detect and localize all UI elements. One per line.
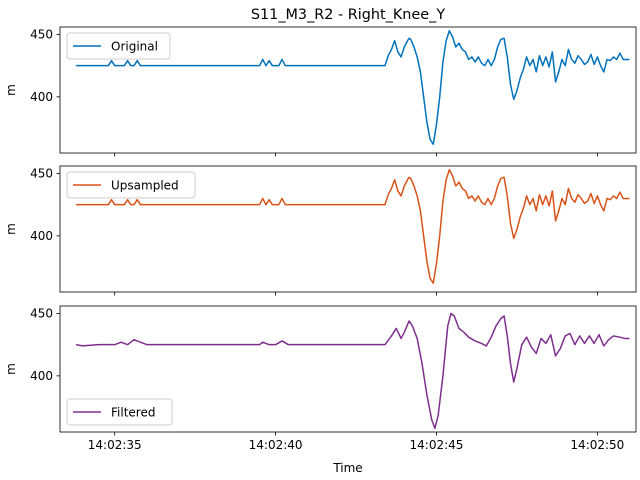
panel-filtered: 400 450 m Filtered xyxy=(4,305,637,436)
y-tick-label: 450 xyxy=(30,306,53,320)
legend: Original xyxy=(66,32,171,60)
panel-original: 400 450 m Original xyxy=(4,26,637,157)
axes-frame xyxy=(59,305,637,433)
y-tick-label: 400 xyxy=(30,369,53,383)
x-axis-label: Time xyxy=(332,461,362,475)
legend-label: Filtered xyxy=(111,406,155,420)
x-tick-label: 14:02:50 xyxy=(570,438,624,452)
panels: 400 450 m Original 400 450 m Upsampled 400 450 m Fi… xyxy=(4,26,637,436)
x-tick-label: 14:02:45 xyxy=(410,438,464,452)
legend: Filtered xyxy=(66,398,173,426)
axes-frame xyxy=(59,165,637,293)
x-tick-label: 14:02:35 xyxy=(88,438,142,452)
y-tick-label: 450 xyxy=(30,166,53,180)
panel-upsampled: 400 450 m Upsampled xyxy=(4,165,637,296)
y-axis-label: m xyxy=(4,84,18,96)
y-tick-label: 400 xyxy=(30,229,53,243)
axes-frame xyxy=(59,26,637,154)
series-line-original xyxy=(76,29,630,146)
series-line-upsampled xyxy=(76,168,630,285)
chart-title: S11_M3_R2 - Right_Knee_Y xyxy=(251,7,445,23)
x-tick-label: 14:02:40 xyxy=(249,438,303,452)
y-axis-label: m xyxy=(4,363,18,375)
legend-label: Original xyxy=(111,40,158,54)
y-tick-label: 450 xyxy=(30,27,53,41)
legend-label: Upsampled xyxy=(111,179,179,193)
legend-box xyxy=(66,32,171,60)
x-ticks: 14:02:35 14:02:40 14:02:45 14:02:50 xyxy=(88,438,625,452)
series-line-filtered xyxy=(75,312,630,430)
y-axis-label: m xyxy=(4,223,18,235)
legend: Upsampled xyxy=(66,171,196,199)
legend-box xyxy=(66,171,196,199)
y-tick-label: 400 xyxy=(30,90,53,104)
legend-box xyxy=(66,398,173,426)
